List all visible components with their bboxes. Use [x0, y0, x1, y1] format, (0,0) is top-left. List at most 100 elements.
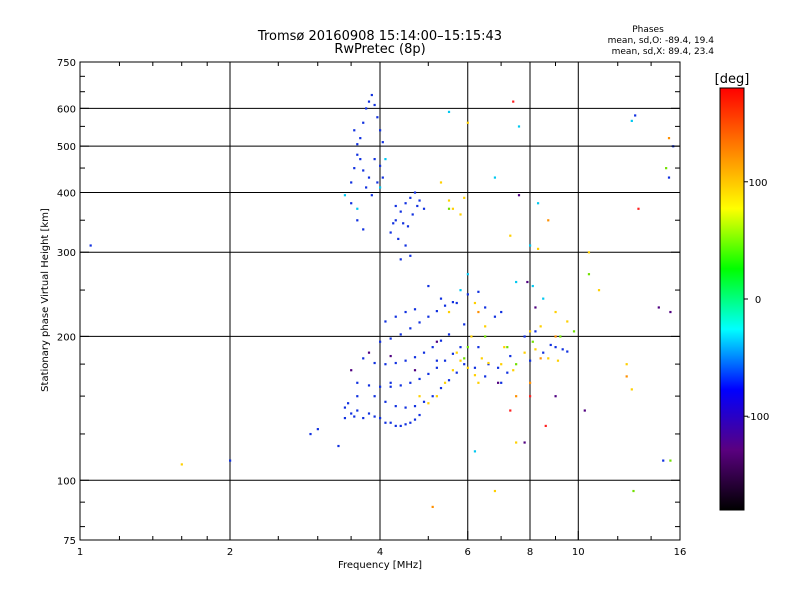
data-point: [484, 325, 487, 328]
data-point: [365, 186, 368, 189]
data-point: [523, 335, 526, 338]
data-point: [447, 110, 451, 114]
data-point: [667, 176, 671, 179]
data-point: [356, 153, 359, 156]
data-point: [534, 330, 537, 333]
chart-title: Tromsø 20160908 15:14:00–15:15:43: [257, 29, 502, 44]
data-point: [583, 409, 586, 412]
data-point: [625, 363, 628, 366]
data-point: [529, 330, 532, 333]
data-point: [435, 395, 438, 398]
data-point: [451, 301, 455, 304]
y-tick-label: 200: [57, 332, 76, 343]
data-point: [493, 176, 497, 179]
data-point: [394, 219, 397, 222]
data-point: [487, 363, 490, 366]
data-point: [411, 213, 414, 216]
data-point: [455, 351, 458, 354]
data-point: [539, 325, 542, 328]
data-point: [515, 280, 518, 284]
x-tick-label: 1: [77, 547, 83, 558]
data-point: [356, 395, 359, 398]
data-point: [392, 222, 395, 225]
data-point: [667, 137, 671, 140]
data-point: [418, 395, 421, 398]
data-point: [379, 164, 382, 167]
data-point: [381, 176, 384, 179]
data-point: [451, 207, 455, 210]
data-point: [413, 418, 417, 421]
data-point: [662, 459, 665, 462]
x-tick-label: 16: [674, 547, 687, 558]
data-point: [554, 335, 557, 338]
data-point: [517, 125, 521, 128]
data-point: [536, 202, 540, 205]
data-point: [384, 158, 387, 161]
data-point: [359, 158, 362, 161]
data-point: [443, 359, 447, 362]
data-point: [413, 369, 417, 372]
data-point: [404, 202, 407, 205]
data-point: [632, 489, 635, 493]
data-point: [512, 100, 515, 103]
colorbar-label: [deg]: [715, 72, 750, 87]
data-point: [399, 258, 402, 261]
data-point: [353, 415, 356, 418]
data-point: [500, 381, 503, 384]
data-point: [384, 363, 387, 366]
data-point: [404, 244, 407, 247]
data-point: [443, 381, 447, 384]
data-point: [370, 93, 373, 97]
data-point: [523, 351, 526, 354]
y-axis-label: Stationary phase Virtual Height [km]: [40, 208, 51, 392]
data-point: [542, 351, 545, 354]
data-point: [466, 273, 469, 276]
data-point: [484, 306, 487, 309]
data-point: [466, 346, 469, 349]
data-point: [463, 357, 466, 360]
data-point: [526, 280, 529, 284]
x-tick-label: 4: [377, 547, 383, 558]
data-point: [373, 158, 376, 161]
data-point: [657, 306, 660, 309]
data-point: [413, 356, 417, 359]
colorbar: [719, 87, 745, 511]
data-point: [435, 366, 438, 369]
data-point: [447, 199, 451, 202]
data-point: [367, 100, 371, 103]
data-point: [459, 346, 462, 349]
data-point: [389, 421, 392, 424]
data-point: [515, 395, 518, 398]
data-point: [447, 333, 451, 336]
data-point: [356, 207, 359, 210]
data-point: [435, 359, 438, 362]
data-point: [384, 421, 387, 424]
data-point: [404, 359, 407, 362]
data-point: [459, 359, 462, 362]
data-point: [376, 181, 379, 184]
data-point: [547, 357, 550, 360]
data-point: [561, 348, 564, 351]
y-tick-label: 500: [57, 142, 76, 153]
data-point: [523, 441, 526, 444]
data-point: [180, 463, 183, 466]
data-point: [477, 310, 480, 314]
data-point: [362, 121, 365, 124]
legend-line-x: mean, sd,X: 89.4, 23.4: [612, 47, 715, 57]
data-point: [394, 361, 397, 365]
data-point: [427, 372, 430, 376]
data-point: [409, 327, 412, 330]
data-point: [373, 415, 376, 418]
data-point: [373, 103, 376, 107]
data-point: [409, 421, 412, 424]
data-point: [500, 363, 503, 366]
data-point: [534, 348, 537, 351]
data-point: [356, 219, 359, 222]
data-point: [439, 386, 443, 390]
data-point: [356, 143, 359, 146]
data-point: [379, 129, 382, 132]
data-point: [542, 297, 545, 300]
data-point: [404, 423, 407, 426]
data-point: [572, 330, 576, 333]
data-point: [536, 247, 540, 250]
